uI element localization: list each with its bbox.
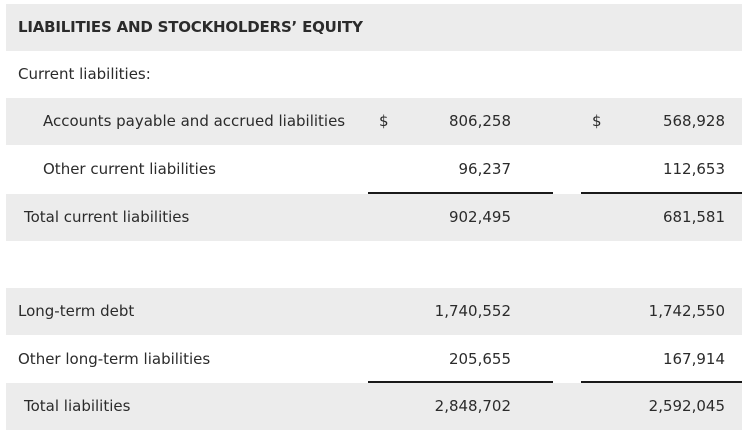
- value-col-1: 96,237: [458, 160, 512, 178]
- section-header-row: LIABILITIES AND STOCKHOLDERS’ EQUITY: [6, 4, 742, 51]
- value-col-1: 2,848,702: [434, 397, 511, 415]
- table-row-other-current-liabilities: Other current liabilities 96,237 112,653: [6, 146, 742, 193]
- value-col-2: 681,581: [662, 208, 725, 226]
- currency-symbol: $: [379, 112, 389, 130]
- section-title: LIABILITIES AND STOCKHOLDERS’ EQUITY: [18, 18, 363, 36]
- value-col-2: 112,653: [662, 160, 725, 178]
- subtotal-rule-col-2: [581, 192, 742, 194]
- currency-symbol: $: [592, 112, 602, 130]
- subtotal-rule-col-1: [368, 192, 553, 194]
- table-row-total-current-liabilities: Total current liabilities 902,495 681,58…: [6, 194, 742, 241]
- value-col-1: 902,495: [448, 208, 511, 226]
- value-col-2: 568,928: [662, 112, 725, 130]
- table-row-accounts-payable: Accounts payable and accrued liabilities…: [6, 98, 742, 145]
- value-col-1: 1,740,552: [434, 302, 511, 320]
- row-label: Long-term debt: [18, 302, 135, 320]
- row-label: Total liabilities: [24, 397, 131, 415]
- row-label: Other current liabilities: [43, 160, 216, 178]
- subtotal-rule-col-2: [581, 381, 742, 383]
- current-liabilities-label: Current liabilities:: [18, 65, 151, 83]
- row-label: Accounts payable and accrued liabilities: [43, 112, 346, 130]
- current-liabilities-subheader-row: Current liabilities:: [6, 51, 742, 98]
- table-row-total-liabilities: Total liabilities 2,848,702 2,592,045: [6, 383, 742, 430]
- subtotal-rule-col-1: [368, 381, 553, 383]
- row-label: Total current liabilities: [24, 208, 190, 226]
- value-col-2: 2,592,045: [648, 397, 725, 415]
- table-row-other-long-term-liabilities: Other long-term liabilities 205,655 167,…: [6, 336, 742, 383]
- value-col-1: 205,655: [448, 350, 511, 368]
- value-col-2: 167,914: [662, 350, 725, 368]
- value-col-1: 806,258: [448, 112, 511, 130]
- value-col-2: 1,742,550: [648, 302, 725, 320]
- row-label: Other long-term liabilities: [18, 350, 211, 368]
- table-row-long-term-debt: Long-term debt 1,740,552 1,742,550: [6, 288, 742, 335]
